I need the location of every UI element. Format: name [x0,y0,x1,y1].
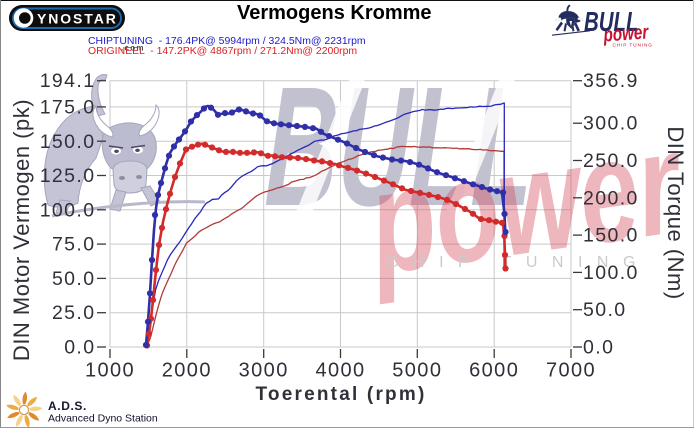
svg-text:0.0: 0.0 [583,337,614,359]
svg-text:6000: 6000 [469,359,519,381]
svg-text:75.0: 75.0 [52,234,96,256]
svg-text:.com: .com [121,44,145,53]
svg-text:175.0: 175.0 [40,96,96,118]
svg-text:YNOSTAR: YNOSTAR [37,11,118,27]
svg-text:3000: 3000 [239,359,289,381]
svg-text:200.0: 200.0 [583,187,639,209]
svg-text:50.0: 50.0 [52,268,96,290]
svg-text:300.0: 300.0 [583,113,639,135]
svg-text:A.D.S.: A.D.S. [48,399,87,413]
svg-text:2000: 2000 [162,359,212,381]
svg-text:0.0: 0.0 [64,337,95,359]
svg-text:150.0: 150.0 [583,225,639,247]
svg-text:7000: 7000 [546,359,596,381]
svg-text:250.0: 250.0 [583,150,639,172]
svg-text:356.9: 356.9 [583,70,639,92]
svg-text:4000: 4000 [315,359,365,381]
svg-text:5000: 5000 [392,359,442,381]
svg-text:125.0: 125.0 [40,165,96,187]
svg-text:100.0: 100.0 [40,199,96,221]
svg-text:1000: 1000 [85,359,135,381]
svg-text:194.1: 194.1 [40,70,96,92]
svg-text:150.0: 150.0 [40,131,96,153]
svg-text:CHIP TUNING: CHIP TUNING [613,43,653,49]
svg-text:Advanced Dyno Station: Advanced Dyno Station [48,413,158,425]
svg-text:CHIP TUNING: CHIP TUNING [387,254,650,271]
svg-text:power: power [602,20,650,46]
svg-text:DIN Torque (Nm): DIN Torque (Nm) [663,126,688,299]
svg-text:25.0: 25.0 [52,302,96,324]
svg-text:100.0: 100.0 [583,262,639,284]
svg-text:BULL: BULL [584,7,638,38]
svg-text:50.0: 50.0 [583,299,627,321]
svg-text:DIN Motor Vermogen (pk): DIN Motor Vermogen (pk) [9,99,34,361]
